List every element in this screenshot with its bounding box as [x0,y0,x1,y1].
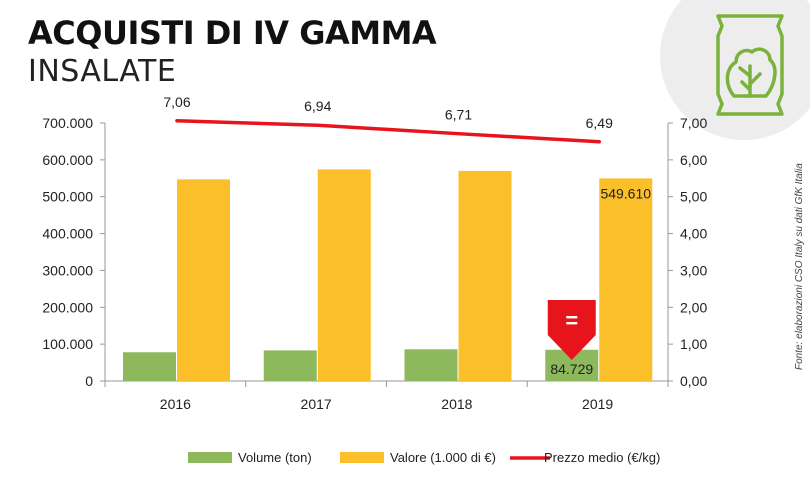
price-line-path [175,119,601,144]
left-tick-label: 200.000 [42,299,93,315]
left-tick-label: 600.000 [42,152,93,168]
chart-legend: Volume (ton) Valore (1.000 di €) Prezzo me… [188,450,660,465]
legend-swatch [188,452,232,463]
right-tick-label: 3,00 [680,262,707,278]
volume-bar [404,349,458,381]
legend-swatch [340,452,384,463]
price-label: 6,71 [445,107,472,123]
legend-label: Valore (1.000 di €) [390,450,496,465]
source-note: Fonte: elaborazioni CSO Italy su dati Gf… [794,163,805,370]
right-tick-label: 0,00 [680,373,707,389]
right-tick-label: 1,00 [680,336,707,352]
right-tick-label: 5,00 [680,189,707,205]
left-tick-label: 400.000 [42,226,93,242]
x-tick-label: 2017 [301,396,332,412]
right-tick-label: 7,00 [680,115,707,131]
x-tick-label: 2016 [160,396,191,412]
left-tick-label: 300.000 [42,262,93,278]
right-tick-label: 6,00 [680,152,707,168]
valore-bar [458,170,512,381]
price-label: 6,49 [586,115,613,131]
stable-badge-symbol: = [565,308,578,333]
price-line [175,119,601,144]
valore-bar [317,169,371,381]
chart-labels: 7,06 6,94 6,71 6,49 84.729 549.610 = [163,94,651,377]
price-label: 6,94 [304,98,331,114]
chart-subtitle: INSALATE [28,54,177,89]
left-tick-label: 0 [85,373,93,389]
chart-bars [123,169,653,381]
volume-bar [263,350,317,381]
volume-bar [123,352,176,381]
left-tick-label: 500.000 [42,189,93,205]
stable-badge [547,300,596,360]
legend-label: Prezzo medio (€/kg) [544,450,660,465]
valore-value-label: 549.610 [600,185,651,201]
left-tick-label: 700.000 [42,115,93,131]
right-tick-label: 4,00 [680,226,707,242]
price-label: 7,06 [163,94,190,110]
left-tick-label: 100.000 [42,336,93,352]
x-tick-label: 2018 [441,396,472,412]
valore-bar [177,179,230,381]
chart-title: ACQUISTI DI IV GAMMA [28,14,437,52]
volume-value-label: 84.729 [550,361,593,377]
legend-label: Volume (ton) [238,450,312,465]
x-tick-label: 2019 [582,396,613,412]
valore-bar [599,178,653,381]
right-tick-label: 2,00 [680,299,707,315]
salad-bag-icon [660,0,810,140]
